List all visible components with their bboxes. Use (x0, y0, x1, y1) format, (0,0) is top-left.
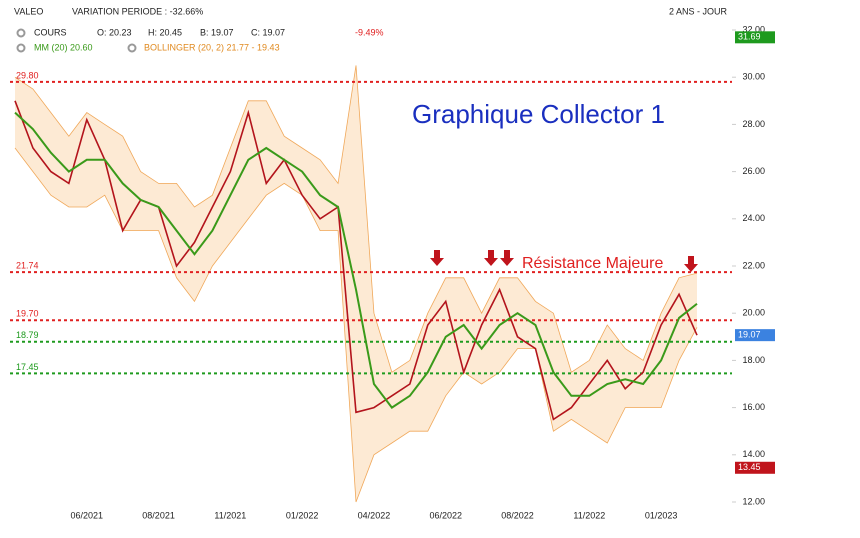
level-label: 21.74 (16, 261, 39, 271)
x-tick-label: 11/2022 (573, 510, 605, 520)
x-tick-label: 11/2021 (214, 510, 246, 520)
x-tick-label: 06/2022 (429, 510, 462, 520)
gear-icon[interactable] (16, 43, 26, 53)
quote-low: B: 19.07 (200, 27, 234, 37)
quote-close: C: 19.07 (251, 27, 285, 37)
variation: VARIATION PERIODE : -32.66% (72, 6, 203, 16)
price-tag (735, 31, 775, 44)
quote-open: O: 20.23 (97, 27, 132, 37)
period: 2 ANS - JOUR (669, 6, 728, 16)
bollinger-lower (14, 147, 698, 503)
x-tick-label: 04/2022 (358, 510, 391, 520)
price-tag-label: 19.07 (738, 330, 761, 340)
series-line (14, 111, 698, 409)
level-label: 19.70 (16, 309, 39, 319)
legend-ma: MM (20) 20.60 (34, 42, 93, 52)
legend-close: COURS (34, 27, 67, 37)
y-tick-label: 24.00 (742, 213, 765, 223)
price-tag (735, 329, 775, 342)
x-tick-label: 01/2022 (286, 510, 319, 520)
level-label: 29.80 (16, 70, 39, 80)
bollinger-upper (14, 65, 698, 373)
y-tick-label: 30.00 (742, 72, 765, 82)
y-tick-label: 22.00 (742, 260, 765, 270)
y-tick-label: 20.00 (742, 308, 765, 318)
level-label: 17.45 (16, 362, 39, 372)
bollinger-fill (15, 65, 697, 503)
arrow (484, 250, 498, 266)
ticker: VALEO (14, 6, 43, 16)
legend-bollinger: BOLLINGER (20, 2) 21.77 - 19.43 (144, 42, 280, 52)
arrow (684, 256, 698, 272)
y-tick-label: 32.00 (742, 24, 765, 34)
level-label: 18.79 (16, 330, 39, 340)
y-tick-label: 28.00 (742, 119, 765, 129)
x-tick-label: 08/2021 (142, 510, 175, 520)
y-tick-label: 16.00 (742, 402, 765, 412)
price-tag (735, 461, 775, 474)
y-tick-label: 18.00 (742, 355, 765, 365)
arrow (500, 250, 514, 266)
x-tick-label: 08/2022 (501, 510, 534, 520)
gear-icon[interactable] (127, 43, 137, 53)
annotation-resistance: Résistance Majeure (522, 255, 664, 272)
arrows (430, 250, 698, 272)
y-tick-label: 14.00 (742, 449, 765, 459)
y-tick-label: 12.00 (742, 496, 765, 506)
price-tag-label: 31.69 (738, 32, 761, 42)
gear-icon[interactable] (16, 28, 26, 38)
x-tick-label: 01/2023 (645, 510, 678, 520)
arrow (430, 250, 444, 266)
series-line (14, 100, 698, 421)
quote-high: H: 20.45 (148, 27, 182, 37)
price-tag-label: 13.45 (738, 462, 761, 472)
x-tick-label: 06/2021 (71, 510, 104, 520)
quote-change: -9.49% (355, 27, 384, 37)
y-tick-label: 26.00 (742, 166, 765, 176)
annotation-title: Graphique Collector 1 (412, 99, 665, 129)
